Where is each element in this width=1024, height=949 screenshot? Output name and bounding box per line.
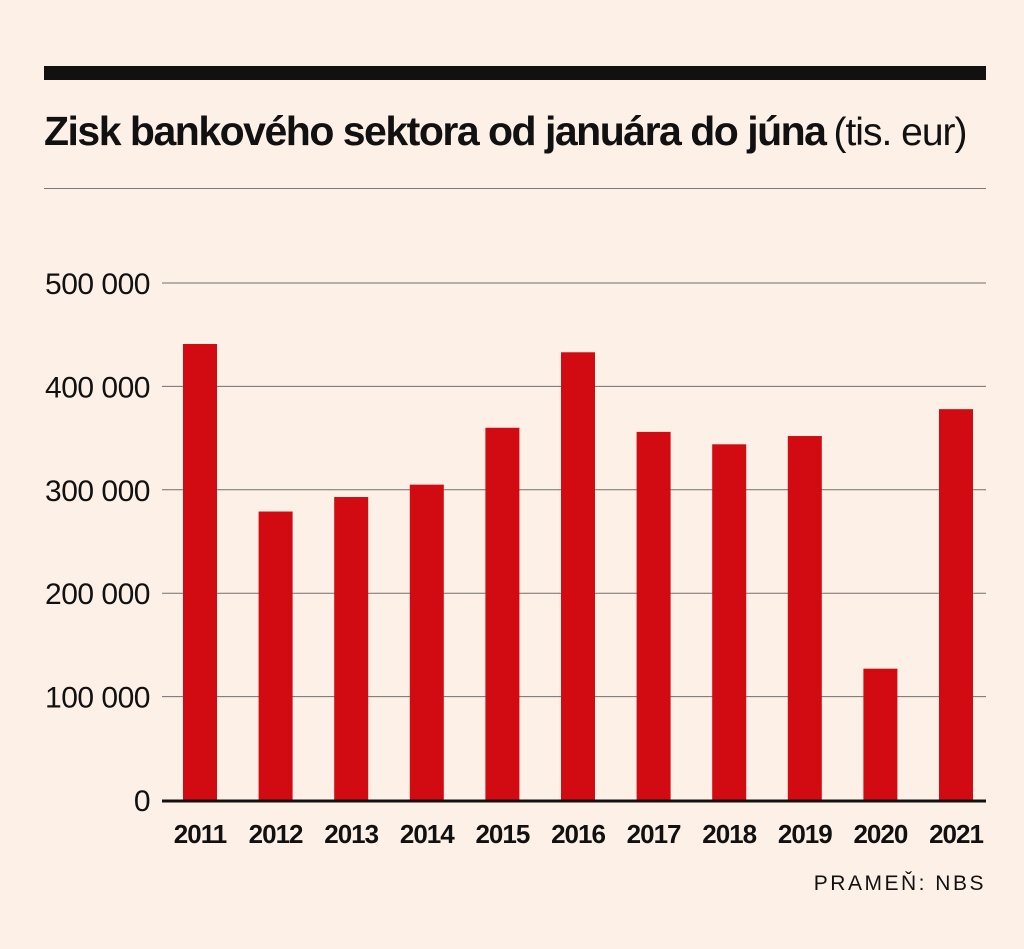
- bar-2020: [863, 668, 898, 800]
- x-tick-label: 2017: [627, 819, 681, 849]
- x-tick-label: 2016: [551, 819, 605, 849]
- chart-title-unit: (tis. eur): [833, 111, 967, 154]
- bar-2017: [636, 431, 671, 800]
- bar-2021: [939, 409, 973, 800]
- bar-2011: [183, 344, 217, 800]
- title-divider: [44, 188, 986, 189]
- bar-2016: [561, 352, 595, 800]
- x-tick-label: 2011: [174, 819, 227, 849]
- source-note: PRAMEŇ: NBS: [813, 872, 986, 895]
- y-tick-label: 200 000: [45, 578, 150, 611]
- x-tick-label: 2019: [778, 819, 832, 849]
- x-tick-label: 2018: [702, 819, 756, 849]
- x-axis-labels: 2011 2012 2013 2014 2015 2016 2017 2018 2019 2020…: [174, 819, 985, 849]
- bar-2013: [334, 497, 369, 800]
- y-tick-label: 100 000: [45, 682, 150, 715]
- y-tick-label: 400 000: [45, 371, 150, 404]
- x-tick-label: 2013: [324, 819, 378, 849]
- x-tick-label: 2012: [249, 819, 303, 849]
- x-tick-label: 2015: [475, 819, 529, 849]
- bar-2019: [787, 436, 822, 800]
- x-tick-label: 2021: [929, 819, 983, 849]
- bar-2014: [409, 484, 444, 800]
- chart-title-main: Zisk bankového sektora od januára do jún…: [44, 108, 827, 154]
- chart-title: Zisk bankového sektora od januára do jún…: [44, 108, 986, 164]
- y-tick-label: 0: [134, 785, 150, 818]
- bar-2018: [712, 444, 747, 800]
- y-axis-labels: 0 100 000 200 000 300 000 400 000 500 000: [45, 268, 150, 818]
- bar-2012: [258, 511, 293, 800]
- bars: [183, 344, 973, 800]
- x-tick-label: 2020: [853, 819, 907, 849]
- y-tick-label: 300 000: [45, 475, 150, 508]
- bar-2015: [485, 427, 520, 800]
- x-tick-label: 2014: [400, 819, 455, 849]
- top-rule: [44, 66, 986, 80]
- y-tick-label: 500 000: [45, 268, 150, 301]
